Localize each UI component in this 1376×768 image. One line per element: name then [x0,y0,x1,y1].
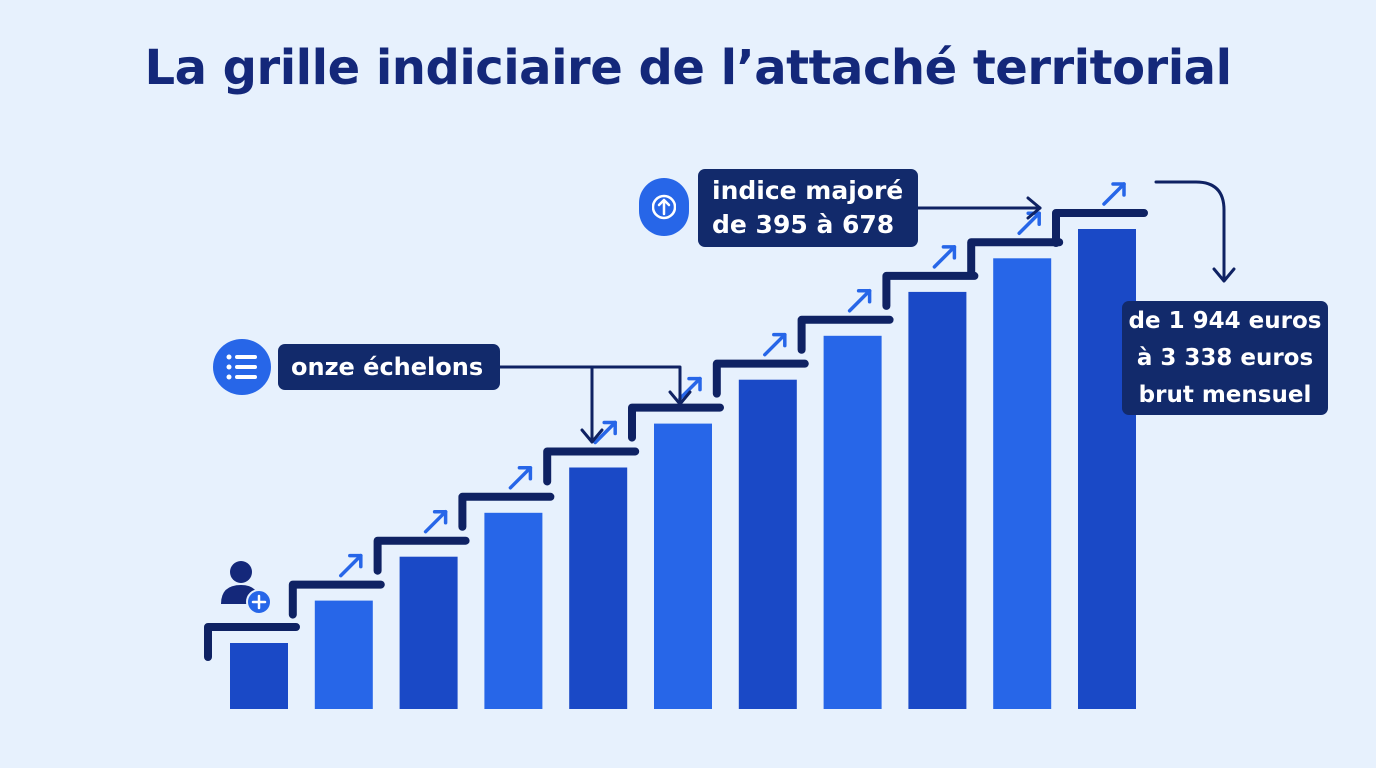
step-up-arrow-icon-2 [339,553,363,578]
step-outline-6 [628,403,724,442]
step-up-arrow-icon-9 [932,245,957,269]
bar-echelon-5 [569,467,628,709]
bar-echelon-3 [399,556,458,709]
step-outline-2 [288,580,385,619]
steps-label: onze échelons [278,344,500,390]
salary-label: de 1 944 euros à 3 338 euros brut mensue… [1122,301,1328,415]
step-up-arrow-icon-5 [593,420,617,445]
bar-echelon-7 [738,379,797,709]
connector-lines [498,180,1236,444]
step-outline-3 [373,536,470,575]
user-add-icon [221,561,272,615]
salary-arrowhead [1212,267,1236,283]
page-title: La grille indiciaire de l’attaché territ… [144,40,1232,96]
step-up-arrow-icon-7 [763,332,787,357]
bar-echelon-1 [230,643,288,709]
salary-label-line3: brut mensuel [1138,381,1312,408]
step-outline-4 [458,492,555,531]
steps-label-text: onze échelons [291,353,484,381]
step-outline-11 [1052,209,1148,247]
step-up-arrow-icon-6 [678,376,702,401]
step-outline-10 [967,238,1064,277]
up-arrow-icon [639,178,689,236]
steps-connector-line [498,365,682,404]
index-label-line1: indice majoré [712,176,904,205]
salary-connector-line [1154,180,1226,282]
step-outline-8 [797,315,894,354]
step-up-arrow-icon-4 [508,466,533,490]
step-outline-1 [204,623,300,661]
list-icon [213,339,271,395]
steps-arrowhead-left [580,428,604,444]
salary-label-line1: de 1 944 euros [1128,307,1322,334]
bars-layer [230,229,1136,709]
index-label-line2: de 395 à 678 [712,210,895,239]
step-outline-9 [882,271,979,310]
index-label: indice majoré de 395 à 678 [698,169,918,247]
bar-echelon-8 [823,335,882,709]
bar-echelon-6 [654,423,712,709]
bar-echelon-2 [314,600,373,709]
step-up-arrow-icon-11 [1102,182,1126,206]
bar-echelon-9 [908,291,967,709]
step-outline-7 [712,359,809,398]
steps-arrowhead-right [668,390,692,406]
bar-echelon-10 [993,258,1052,709]
index-arrowhead [1026,196,1042,220]
bar-echelon-4 [484,512,543,709]
step-up-arrow-icon-3 [423,509,448,534]
step-outline-5 [543,447,640,486]
step-up-arrow-icon-8 [847,289,872,313]
salary-label-line2: à 3 338 euros [1136,344,1314,371]
steps-layer [204,209,1148,661]
